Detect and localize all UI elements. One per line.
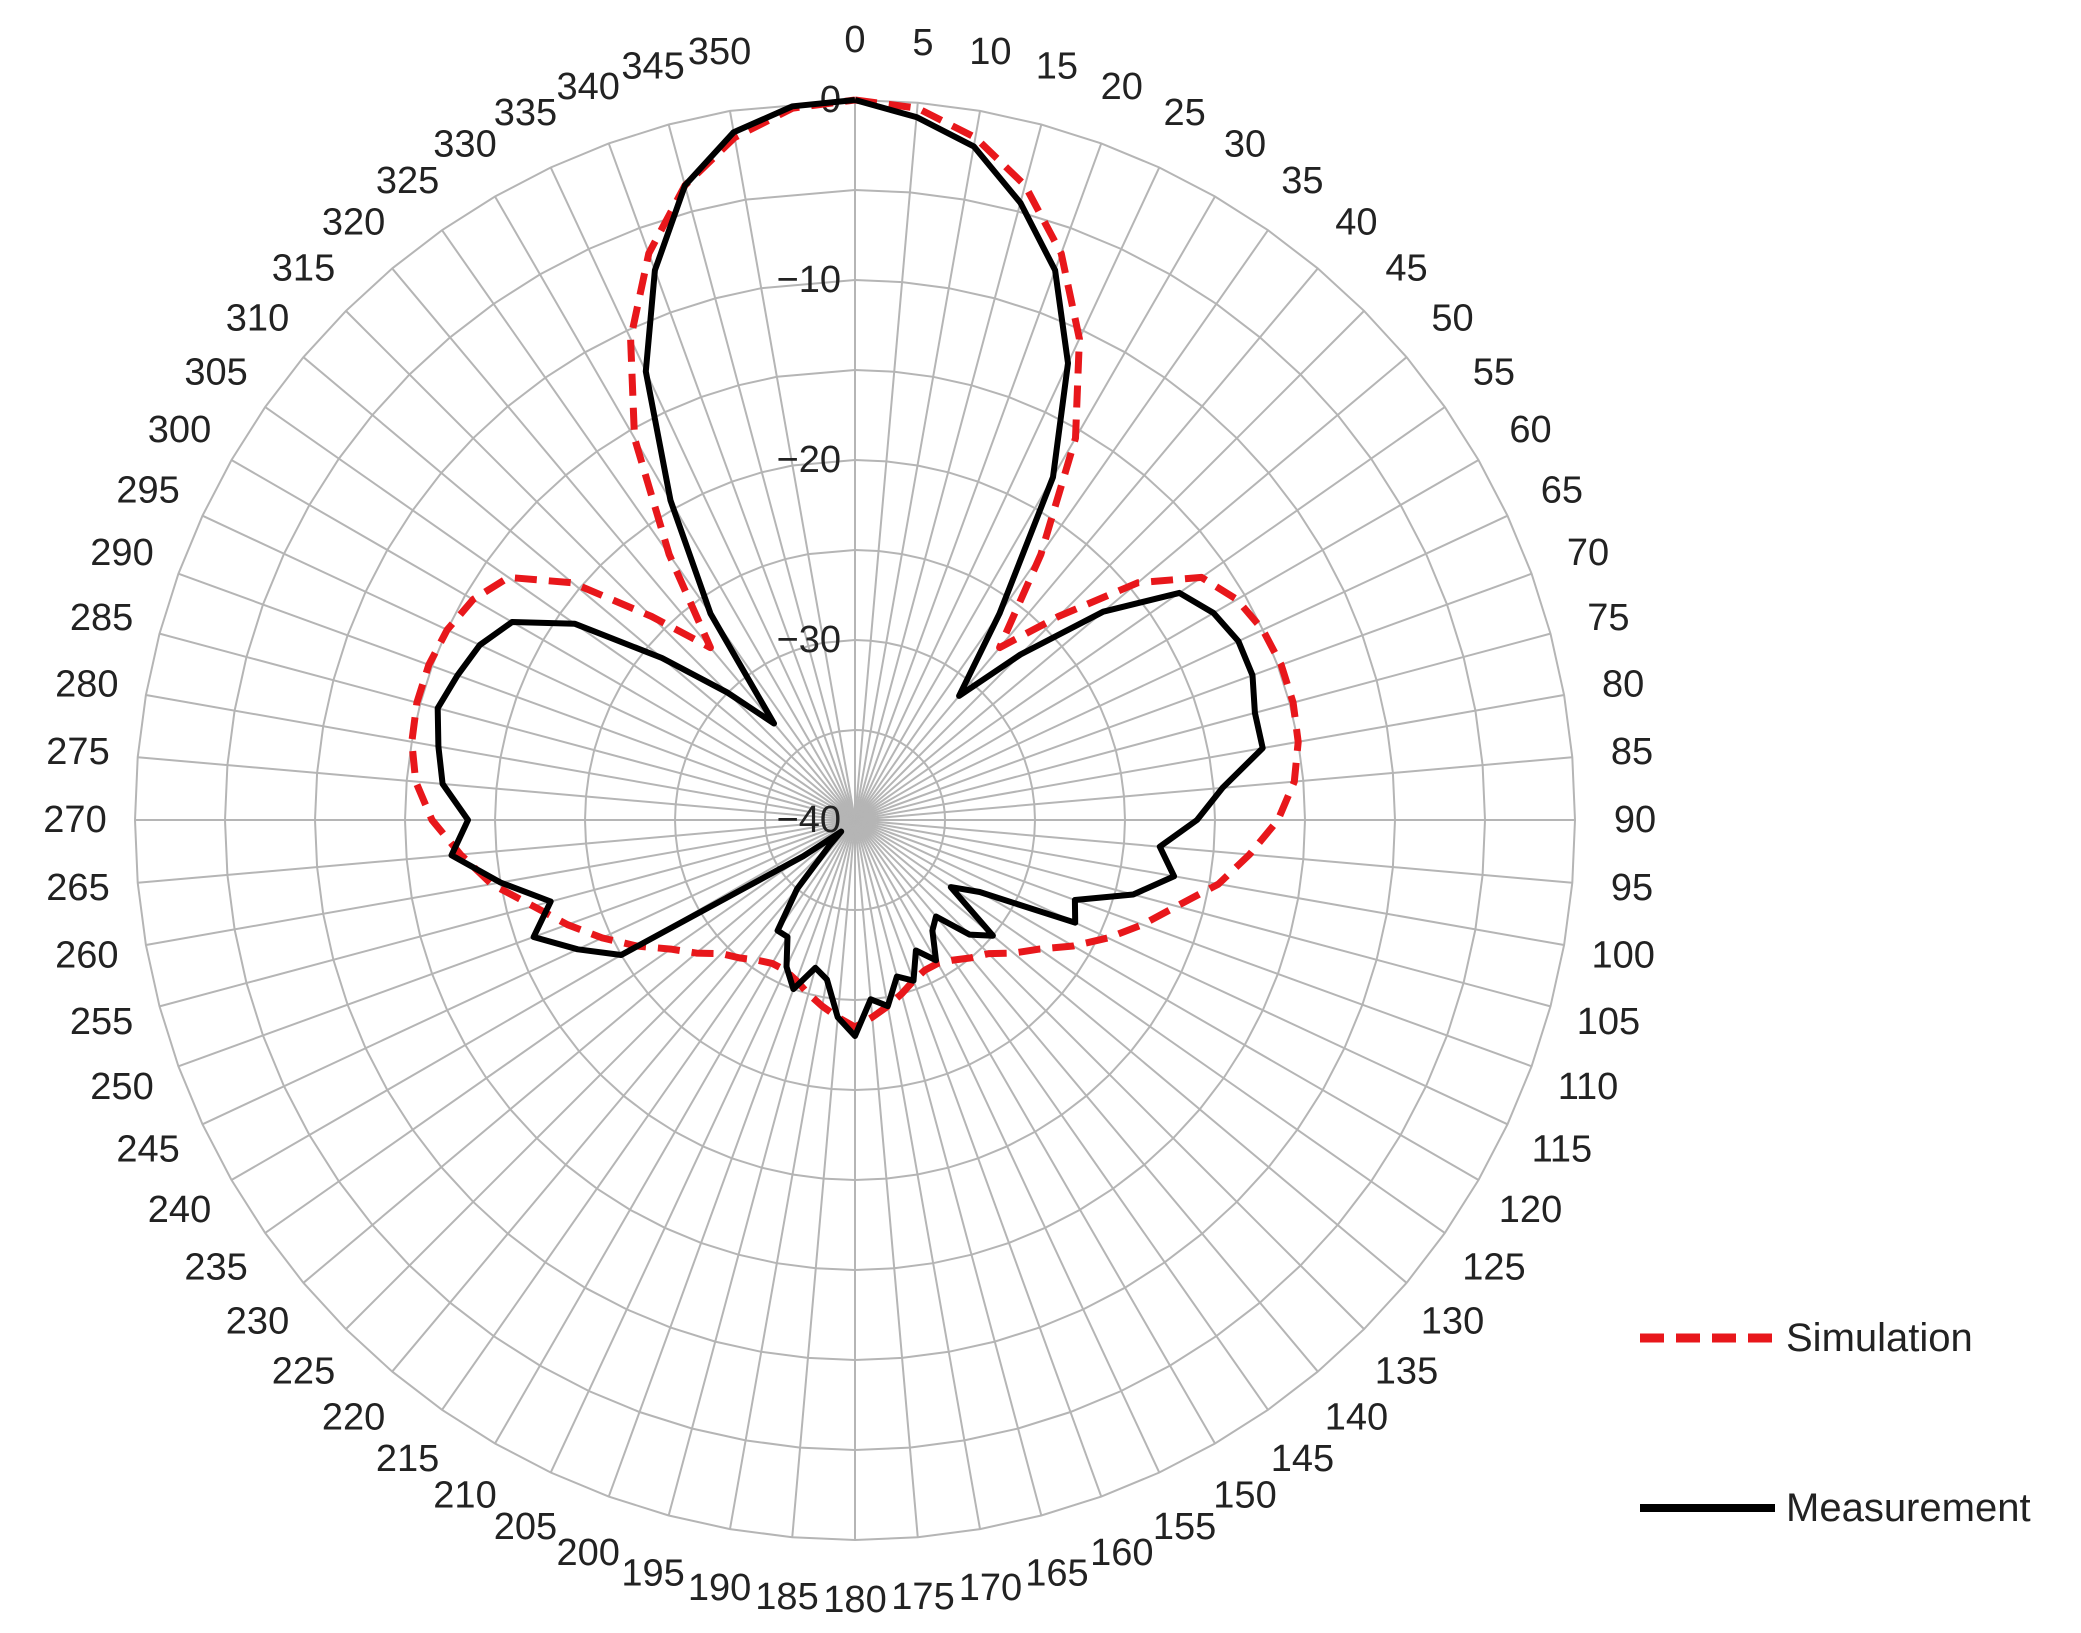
angle-label-260: 260 [55,934,118,976]
radial-label--30: −30 [777,619,841,661]
radial-tick-labels: 0−10−20−30−40 [777,79,841,841]
angle-label-35: 35 [1281,160,1323,202]
angle-label-350: 350 [688,31,751,73]
angle-label-280: 280 [55,664,118,706]
radial-label--10: −10 [777,259,841,301]
angle-label-135: 135 [1375,1351,1438,1393]
angle-label-220: 220 [322,1397,385,1439]
angle-label-185: 185 [755,1576,818,1618]
angle-label-225: 225 [272,1351,335,1393]
angle-label-145: 145 [1271,1438,1334,1480]
angle-label-10: 10 [969,31,1011,73]
angle-label-240: 240 [148,1189,211,1231]
angle-label-55: 55 [1473,352,1515,394]
angle-label-335: 335 [494,92,557,134]
angle-label-340: 340 [556,66,619,108]
radial-label--20: −20 [777,439,841,481]
ring--10 [313,278,1397,1362]
angle-label-170: 170 [959,1567,1022,1609]
angle-label-115: 115 [1532,1129,1593,1171]
angle-label-330: 330 [433,124,496,166]
angle-label-305: 305 [184,352,247,394]
angle-label-210: 210 [433,1475,496,1517]
angle-label-15: 15 [1036,46,1078,88]
angle-label-250: 250 [90,1066,153,1108]
angle-label-235: 235 [184,1246,247,1288]
angle-label-230: 230 [226,1300,289,1342]
series-simulation [408,96,1302,1031]
angle-label-200: 200 [556,1532,619,1574]
angle-label-300: 300 [148,409,211,451]
angle-label-105: 105 [1577,1001,1640,1043]
angle-label-215: 215 [376,1438,439,1480]
ring--35 [763,728,947,912]
angle-label-0: 0 [844,19,865,61]
angle-label-290: 290 [90,532,153,574]
angle-label-195: 195 [621,1552,684,1594]
angle-label-100: 100 [1591,934,1654,976]
angle-label-50: 50 [1431,298,1473,340]
angle-label-285: 285 [70,597,133,639]
series-lines [408,96,1302,1039]
angle-label-175: 175 [891,1576,954,1618]
angle-label-70: 70 [1567,532,1609,574]
angle-label-270: 270 [43,799,106,841]
series-measurement [434,97,1266,1039]
angle-label-315: 315 [272,248,335,290]
angle-label-130: 130 [1421,1300,1484,1342]
angle-label-345: 345 [621,46,684,88]
angle-label-150: 150 [1213,1475,1276,1517]
ring--30 [673,638,1037,1002]
angle-label-190: 190 [688,1567,751,1609]
legend-label-measurement: Measurement [1786,1486,2031,1530]
angle-label-205: 205 [494,1506,557,1548]
angle-label-165: 165 [1025,1552,1088,1594]
angle-label-75: 75 [1587,597,1629,639]
angle-label-120: 120 [1499,1189,1562,1231]
angle-label-265: 265 [46,867,109,909]
angle-label-25: 25 [1163,92,1205,134]
angle-label-90: 90 [1614,799,1656,841]
legend-label-simulation: Simulation [1786,1316,1973,1360]
angle-label-180: 180 [823,1579,886,1621]
angle-label-140: 140 [1325,1397,1388,1439]
angle-label-320: 320 [322,202,385,244]
angle-label-60: 60 [1509,409,1551,451]
angle-label-85: 85 [1611,731,1653,773]
angle-label-30: 30 [1224,124,1266,166]
radial-label--40: −40 [777,799,841,841]
angle-label-325: 325 [376,160,439,202]
ring--20 [493,458,1217,1182]
legend: Simulation Measurement [1640,1316,2031,1530]
angle-label-245: 245 [116,1129,179,1171]
angle-label-255: 255 [70,1001,133,1043]
angle-label-5: 5 [912,22,933,64]
angle-label-110: 110 [1558,1066,1619,1108]
angle-label-80: 80 [1602,664,1644,706]
angle-label-275: 275 [46,731,109,773]
angle-label-45: 45 [1385,248,1427,290]
angle-label-295: 295 [116,469,179,511]
angle-label-95: 95 [1611,867,1653,909]
grid [133,98,1577,1542]
ring--25 [583,548,1127,1092]
angle-label-40: 40 [1335,202,1377,244]
angle-label-20: 20 [1101,66,1143,108]
angle-label-65: 65 [1541,469,1583,511]
angle-label-310: 310 [226,298,289,340]
angle-label-160: 160 [1090,1532,1153,1574]
ring--5 [223,188,1487,1452]
angle-label-125: 125 [1462,1246,1525,1288]
ring-0 [133,98,1577,1542]
angle-label-155: 155 [1153,1506,1216,1548]
